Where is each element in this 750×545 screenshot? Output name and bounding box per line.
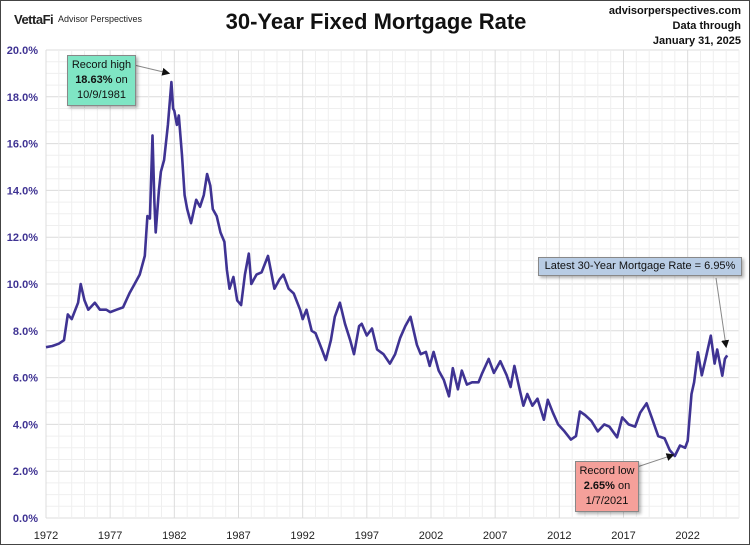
- y-tick-label: 16.0%: [7, 139, 38, 151]
- y-tick-label: 4.0%: [13, 419, 38, 431]
- record-high-value: 18.63%: [75, 74, 113, 86]
- x-tick-label: 2022: [675, 530, 699, 542]
- source-site: advisorperspectives.com: [608, 5, 741, 17]
- y-tick-label: 12.0%: [7, 232, 38, 244]
- x-tick-label: 2012: [547, 530, 571, 542]
- y-tick-label: 14.0%: [7, 185, 38, 197]
- y-tick-label: 10.0%: [7, 279, 38, 291]
- vettafi-logo: VettaFi: [14, 12, 54, 27]
- record-low-label: Record low: [579, 465, 635, 477]
- x-tick-label: 1997: [355, 530, 379, 542]
- x-tick-label: 2002: [419, 530, 443, 542]
- x-tick-label: 1987: [226, 530, 250, 542]
- y-tick-label: 18.0%: [7, 92, 38, 104]
- y-tick-label: 2.0%: [13, 466, 38, 478]
- chart-title: 30-Year Fixed Mortgage Rate: [225, 9, 527, 34]
- x-tick-label: 1972: [34, 530, 58, 542]
- record-high-callout: Record high 18.63% on 10/9/1981: [67, 55, 136, 106]
- record-high-label: Record high: [71, 59, 132, 71]
- data-through-label: Data through: [672, 20, 741, 32]
- record-low-on: on: [614, 480, 631, 492]
- advisor-perspectives-logo: Advisor Perspectives: [58, 14, 143, 24]
- x-tick-label: 1992: [290, 530, 314, 542]
- record-high-arrow: [133, 64, 171, 76]
- latest-rate-callout: Latest 30-Year Mortgage Rate = 6.95%: [538, 257, 742, 276]
- record-low-callout: Record low 2.65% on 1/7/2021: [575, 461, 639, 512]
- record-high-on: on: [112, 74, 128, 86]
- record-low-value: 2.65%: [583, 480, 615, 492]
- y-tick-label: 6.0%: [13, 373, 38, 385]
- y-tick-label: 20.0%: [7, 45, 38, 57]
- x-tick-label: 1977: [98, 530, 122, 542]
- record-low-date: 1/7/2021: [585, 495, 629, 507]
- y-tick-label: 8.0%: [13, 326, 38, 338]
- record-low-arrow: [636, 453, 675, 468]
- x-tick-label: 2017: [611, 530, 635, 542]
- x-tick-label: 1982: [162, 530, 186, 542]
- data-through-date: January 31, 2025: [652, 35, 741, 47]
- mortgage-rate-line: [45, 80, 729, 458]
- latest-rate-arrow: [715, 277, 730, 349]
- source-info: advisorperspectives.com Data through Jan…: [609, 4, 741, 49]
- y-tick-label: 0.0%: [13, 513, 38, 525]
- record-high-date: 10/9/1981: [77, 89, 126, 101]
- x-tick-label: 2007: [483, 530, 507, 542]
